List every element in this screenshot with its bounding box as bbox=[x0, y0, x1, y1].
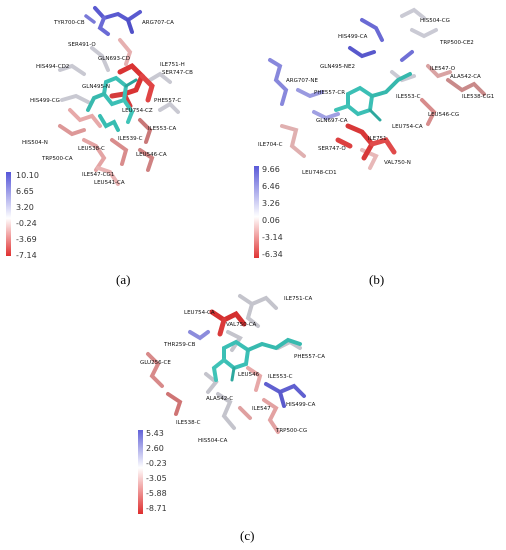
residue-label: ILE751-CA bbox=[284, 296, 312, 302]
residue-label: TYR700-CB bbox=[53, 20, 85, 26]
color-scale-ticks: 5.43 2.60 -0.23 -3.05 -5.88 -8.71 bbox=[146, 429, 167, 513]
residue-label: ILE539-C bbox=[118, 136, 143, 142]
scale-tick-label: -8.71 bbox=[146, 504, 167, 513]
residue-label: ILE751-H bbox=[160, 62, 185, 68]
residue-label: GLN693-CD bbox=[98, 56, 130, 62]
residue-label: SER747-O bbox=[318, 146, 346, 152]
residue-label: LEU541-CA bbox=[94, 180, 125, 186]
residue-label: HIS494-CD2 bbox=[36, 64, 69, 70]
scale-tick-label: -6.34 bbox=[262, 250, 283, 259]
residue-label: HIS499-CA bbox=[286, 402, 316, 408]
residue-label: ILE547 bbox=[252, 406, 271, 412]
residue-label: TRP500-CE2 bbox=[439, 40, 474, 46]
residue-label: SER747-CB bbox=[162, 70, 193, 76]
color-scale-ticks: 9.66 6.46 3.26 0.06 -3.14 -6.34 bbox=[262, 165, 283, 259]
residue-label: ILE538-CG1 bbox=[462, 94, 494, 100]
residue-label: ILE538-C bbox=[176, 420, 201, 426]
scale-tick-label: 5.43 bbox=[146, 429, 164, 438]
panel-b: HIS504-CG HIS499-CA TRP500-CE2 GLN495-NE… bbox=[254, 7, 494, 259]
residue-label: PHE557-C bbox=[154, 98, 181, 104]
residue-label: ILE547-O bbox=[430, 66, 456, 72]
scale-tick-label: 3.20 bbox=[16, 203, 34, 212]
residue-label: HIS499-CG bbox=[30, 98, 60, 104]
residue-label: ILE751 bbox=[368, 136, 387, 142]
scale-tick-label: 10.10 bbox=[16, 171, 39, 180]
residue-label: THR259-CB bbox=[163, 342, 196, 348]
residue-label: HIS499-CA bbox=[338, 34, 368, 40]
scale-tick-label: -5.88 bbox=[146, 489, 167, 498]
residue-label: ILE553-C bbox=[396, 94, 421, 100]
residue-sticks-grey bbox=[58, 46, 180, 114]
residue-labels: TYR700-CB ARG707-CA SER491-O GLN693-CD I… bbox=[22, 20, 193, 186]
panel-b-caption: (b) bbox=[369, 272, 385, 287]
residue-label: LEU748-CD1 bbox=[302, 170, 337, 176]
residue-label: GLN495-NE2 bbox=[320, 64, 355, 70]
residue-label: ILE704-C bbox=[258, 142, 283, 148]
residue-sticks-pink bbox=[146, 352, 280, 434]
residue-label: HIS504-CA bbox=[198, 438, 228, 444]
residue-label: ILE553-C bbox=[268, 374, 293, 380]
residue-label: LEU546 bbox=[238, 372, 260, 378]
residue-label: HIS504-N bbox=[22, 140, 48, 146]
residue-label: SER491-O bbox=[68, 42, 96, 48]
residue-label: LEU538-C bbox=[78, 146, 105, 152]
residue-label: TRP500-CG bbox=[275, 428, 307, 434]
residue-label: LEU754-CA bbox=[184, 310, 215, 316]
panel-a-caption: (a) bbox=[116, 272, 131, 287]
residue-sticks-red bbox=[335, 123, 397, 161]
residue-sticks-blue bbox=[268, 18, 414, 121]
scale-tick-label: 0.06 bbox=[262, 216, 280, 225]
scale-tick-label: -0.24 bbox=[16, 219, 37, 228]
residue-label: GLN495-N bbox=[82, 84, 110, 90]
scale-tick-label: -0.23 bbox=[146, 459, 167, 468]
residue-label: ARG707-NE bbox=[286, 78, 318, 84]
residue-sticks-blue bbox=[84, 6, 142, 36]
residue-label: VAL750-N bbox=[384, 160, 411, 166]
residue-sticks-red bbox=[209, 309, 247, 337]
scale-tick-label: 6.65 bbox=[16, 187, 34, 196]
scale-tick-label: 3.26 bbox=[262, 199, 280, 208]
color-scale-ticks: 10.10 6.65 3.20 -0.24 -3.69 -7.14 bbox=[16, 171, 39, 260]
ligand-molecule bbox=[211, 337, 302, 382]
residue-label: ILE553-CA bbox=[148, 126, 176, 132]
residue-sticks-pink bbox=[58, 38, 155, 186]
residue-label: ILE547-CG1 bbox=[82, 172, 114, 178]
scale-tick-label: -3.69 bbox=[16, 235, 37, 244]
residue-label: HIS504-CG bbox=[420, 18, 450, 24]
residue-label: PHE557-CA bbox=[294, 354, 325, 360]
residue-label: GLU256-CE bbox=[140, 360, 171, 366]
residue-label: LEU754-CA bbox=[392, 124, 423, 130]
scale-tick-label: -3.05 bbox=[146, 474, 167, 483]
ligand-molecule bbox=[334, 72, 412, 122]
panel-c: LEU754-CA ILE751-CA VAL750-CA THR259-CB … bbox=[138, 294, 325, 514]
color-scale-bar bbox=[6, 172, 11, 256]
residue-label: LEU546-CG bbox=[428, 112, 459, 118]
residue-label: GLN697-CA bbox=[316, 118, 348, 124]
ligand-molecule bbox=[86, 75, 138, 132]
residue-label: LEU754-CZ bbox=[122, 108, 153, 114]
panel-c-caption: (c) bbox=[240, 528, 255, 543]
residue-label: LEU546-CA bbox=[136, 152, 167, 158]
residue-label: VAL750-CA bbox=[226, 322, 257, 328]
scale-tick-label: 9.66 bbox=[262, 165, 280, 174]
panel-a: TYR700-CB ARG707-CA SER491-O GLN693-CD I… bbox=[6, 6, 193, 260]
color-scale-bar bbox=[254, 166, 259, 258]
scale-tick-label: -7.14 bbox=[16, 251, 37, 260]
residue-label: TRP500-CA bbox=[41, 156, 73, 162]
residue-label: ALA542-C bbox=[206, 396, 233, 402]
residue-label: ARG707-CA bbox=[142, 20, 174, 26]
scale-tick-label: 6.46 bbox=[262, 182, 280, 191]
residue-labels: HIS504-CG HIS499-CA TRP500-CE2 GLN495-NE… bbox=[258, 18, 494, 176]
residue-sticks-blue bbox=[188, 330, 306, 408]
scale-tick-label: -3.14 bbox=[262, 233, 283, 242]
color-scale-bar bbox=[138, 430, 143, 514]
residue-label: PHE557-CR bbox=[314, 90, 345, 96]
scale-tick-label: 2.60 bbox=[146, 444, 164, 453]
residue-sticks-pink bbox=[280, 64, 486, 170]
residue-label: ALA542-CA bbox=[450, 74, 481, 80]
residue-labels: LEU754-CA ILE751-CA VAL750-CA THR259-CB … bbox=[140, 296, 325, 444]
